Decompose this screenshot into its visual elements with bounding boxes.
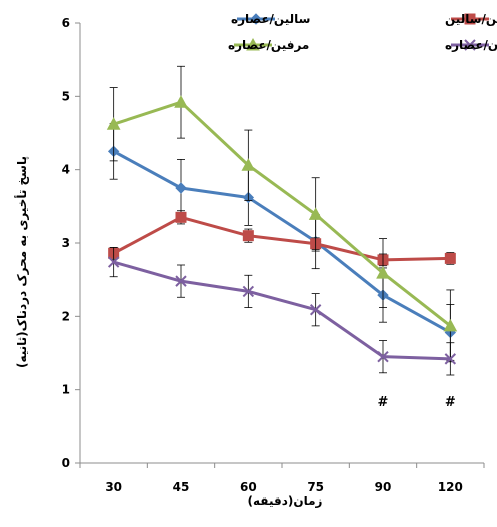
- legend-marker: [246, 37, 260, 51]
- data-point: [242, 230, 254, 242]
- x-axis-title: زمان(دقیقه): [248, 494, 323, 508]
- data-point: [175, 275, 187, 287]
- legend-marker: [250, 13, 262, 25]
- data-point: [444, 353, 457, 365]
- x-tick-label: 30: [105, 480, 122, 494]
- data-point: [377, 350, 389, 363]
- series-4: [107, 246, 457, 376]
- data-point: [174, 95, 188, 108]
- series-line: [113, 100, 452, 328]
- y-tick-label: 5: [62, 89, 70, 103]
- legend-marker: [464, 39, 476, 51]
- series-line: [112, 215, 451, 262]
- y-tick-label: 1: [62, 383, 70, 397]
- x-tick-label: 60: [240, 480, 257, 494]
- significance-marker: #: [378, 395, 389, 410]
- y-tick-label: 4: [62, 163, 70, 177]
- legend-item: سالین/سالین: [445, 12, 497, 26]
- y-axis-title: پاسخ تأخیری به محرک دردناک(ثانیه): [14, 156, 29, 368]
- y-tick-label: 0: [62, 456, 70, 470]
- data-point: [443, 318, 458, 332]
- legend-label: سالین/سالین: [445, 12, 497, 26]
- data-point: [242, 285, 255, 298]
- series-line: [112, 150, 452, 334]
- legend-item: سالین/عصاره: [231, 12, 310, 26]
- series-3: [106, 65, 458, 363]
- x-tick-label: 90: [375, 480, 392, 494]
- x-tick-label: 45: [173, 480, 190, 494]
- series-1: [107, 123, 457, 361]
- significance-marker: #: [445, 395, 456, 410]
- data-point: [309, 304, 322, 316]
- legend-item: نالوکسان/عصاره: [445, 38, 497, 53]
- annotation-layer: # #: [378, 395, 456, 410]
- x-tick-label: 120: [438, 480, 463, 494]
- y-tick-label: 2: [62, 309, 70, 323]
- data-point: [106, 117, 121, 130]
- data-point: [175, 211, 187, 223]
- data-point: [376, 266, 390, 279]
- legend: سالین/عصاره سالین/سالین مرفین/عصاره نالوکسا…: [228, 12, 497, 53]
- legend-label: سالین/عصاره: [231, 12, 310, 26]
- data-point: [241, 158, 256, 171]
- data-point: [444, 252, 456, 264]
- data-point: [175, 182, 187, 194]
- series-line: [113, 260, 451, 361]
- y-tick-label: 3: [62, 236, 70, 250]
- data-point: [107, 256, 120, 268]
- data-point: [308, 207, 323, 220]
- legend-label: نالوکسان/عصاره: [445, 38, 497, 53]
- y-tick-label: 6: [62, 16, 70, 30]
- series-layer: [106, 65, 458, 376]
- legend-marker: [464, 13, 476, 25]
- x-tick-label: 75: [307, 480, 324, 494]
- legend-label: مرفین/عصاره: [228, 38, 309, 52]
- legend-item: مرفین/عصاره: [228, 37, 309, 52]
